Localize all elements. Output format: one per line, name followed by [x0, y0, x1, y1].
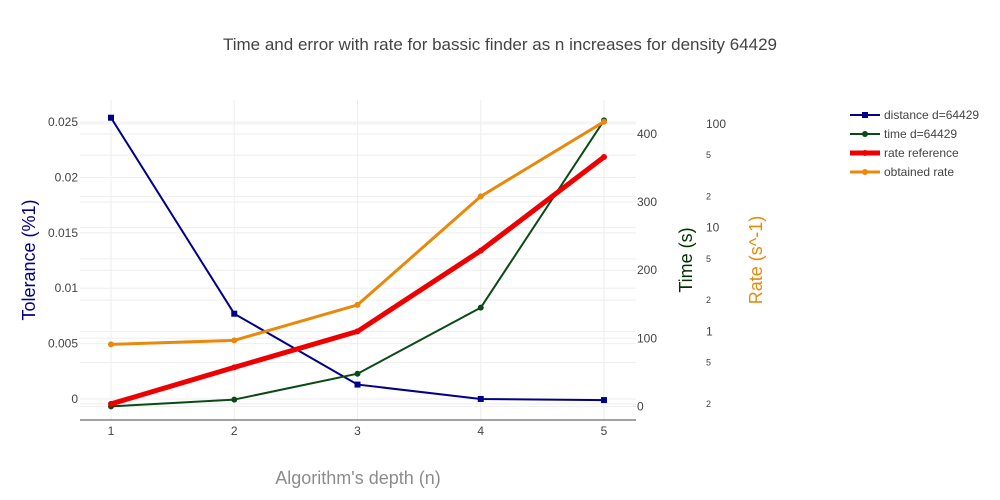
data-point-time-d-64429: [354, 370, 361, 377]
y3-tick-label: 5: [706, 358, 711, 368]
data-point-rate-reference: [108, 400, 114, 407]
y2-tick-label: 0: [637, 399, 644, 413]
y3-tick-label: 1: [706, 324, 713, 338]
y3-tick-label: 2: [706, 399, 711, 409]
y2-tick-label: 100: [637, 331, 657, 345]
y3-tick-label: 10: [706, 221, 720, 235]
data-point-rate-reference: [601, 153, 607, 160]
y1-tick-label: 0.015: [48, 226, 78, 240]
y3-tick-label: 2: [706, 295, 711, 305]
y1-tick-label: 0.025: [48, 115, 78, 129]
y1-tick-label: 0.01: [55, 281, 79, 295]
grid-layer: [80, 100, 636, 420]
chart-title: Time and error with rate for bassic find…: [223, 35, 777, 54]
y2-tick-label: 400: [637, 127, 657, 141]
series-layer: [108, 114, 607, 410]
x-tick-label: 4: [477, 424, 484, 438]
data-point-time-d-64429: [231, 396, 238, 403]
data-point-distance-d-64429: [477, 395, 484, 402]
data-point-rate-reference: [231, 364, 238, 371]
data-point-time-d-64429: [477, 304, 484, 311]
data-point-obtained-rate: [477, 193, 484, 200]
legend-item-obtained-rate[interactable]: obtained rate: [850, 165, 954, 179]
y1-tick-label: 0: [71, 392, 78, 406]
y1-tick-label: 0.02: [55, 171, 79, 185]
legend-marker-time: [862, 131, 868, 137]
tick-layer: 1 2 3 4 5 0 0.005 0.01 0.015 0.02 0.025 0 100 200 300 4…: [48, 115, 726, 438]
y2-axis-title: Time (s): [676, 227, 696, 292]
legend-label-obtained-rate: obtained rate: [884, 165, 954, 179]
x-tick-label: 5: [601, 424, 608, 438]
data-point-distance-d-64429: [601, 397, 607, 404]
legend-item-rate-reference[interactable]: rate reference: [850, 146, 959, 160]
legend-label-distance: distance d=64429: [884, 108, 979, 122]
legend-marker-rate-reference: [862, 150, 868, 156]
data-point-distance-d-64429: [108, 114, 114, 121]
y3-tick-label: 2: [706, 191, 711, 201]
data-point-obtained-rate: [231, 337, 238, 344]
data-point-obtained-rate: [354, 301, 361, 308]
data-point-rate-reference: [477, 247, 484, 254]
y3-axis-title: Rate (s^-1): [746, 216, 766, 304]
x-axis-title: Algorithm's depth (n): [275, 468, 441, 488]
y3-tick-label: 5: [706, 254, 711, 264]
y2-tick-label: 200: [637, 263, 657, 277]
data-point-obtained-rate: [108, 341, 114, 348]
legend-label-rate-reference: rate reference: [884, 146, 959, 160]
legend[interactable]: distance d=64429 time d=64429 rate refer…: [850, 108, 979, 179]
legend-item-time[interactable]: time d=64429: [850, 127, 957, 141]
y3-tick-label: 5: [706, 150, 711, 160]
y2-tick-label: 300: [637, 195, 657, 209]
y1-axis-title: Tolerance (%1): [19, 199, 39, 320]
data-point-rate-reference: [354, 328, 361, 335]
x-tick-label: 2: [231, 424, 238, 438]
data-point-obtained-rate: [601, 118, 607, 125]
data-point-distance-d-64429: [231, 310, 238, 317]
legend-item-distance[interactable]: distance d=64429: [850, 108, 979, 122]
y1-tick-label: 0.005: [48, 337, 78, 351]
x-tick-label: 1: [108, 424, 115, 438]
data-point-distance-d-64429: [354, 381, 361, 388]
legend-marker-obtained-rate: [862, 169, 868, 175]
x-tick-label: 3: [354, 424, 361, 438]
y3-tick-label: 100: [706, 117, 726, 131]
legend-marker-distance: [862, 112, 868, 118]
legend-label-time: time d=64429: [884, 127, 957, 141]
